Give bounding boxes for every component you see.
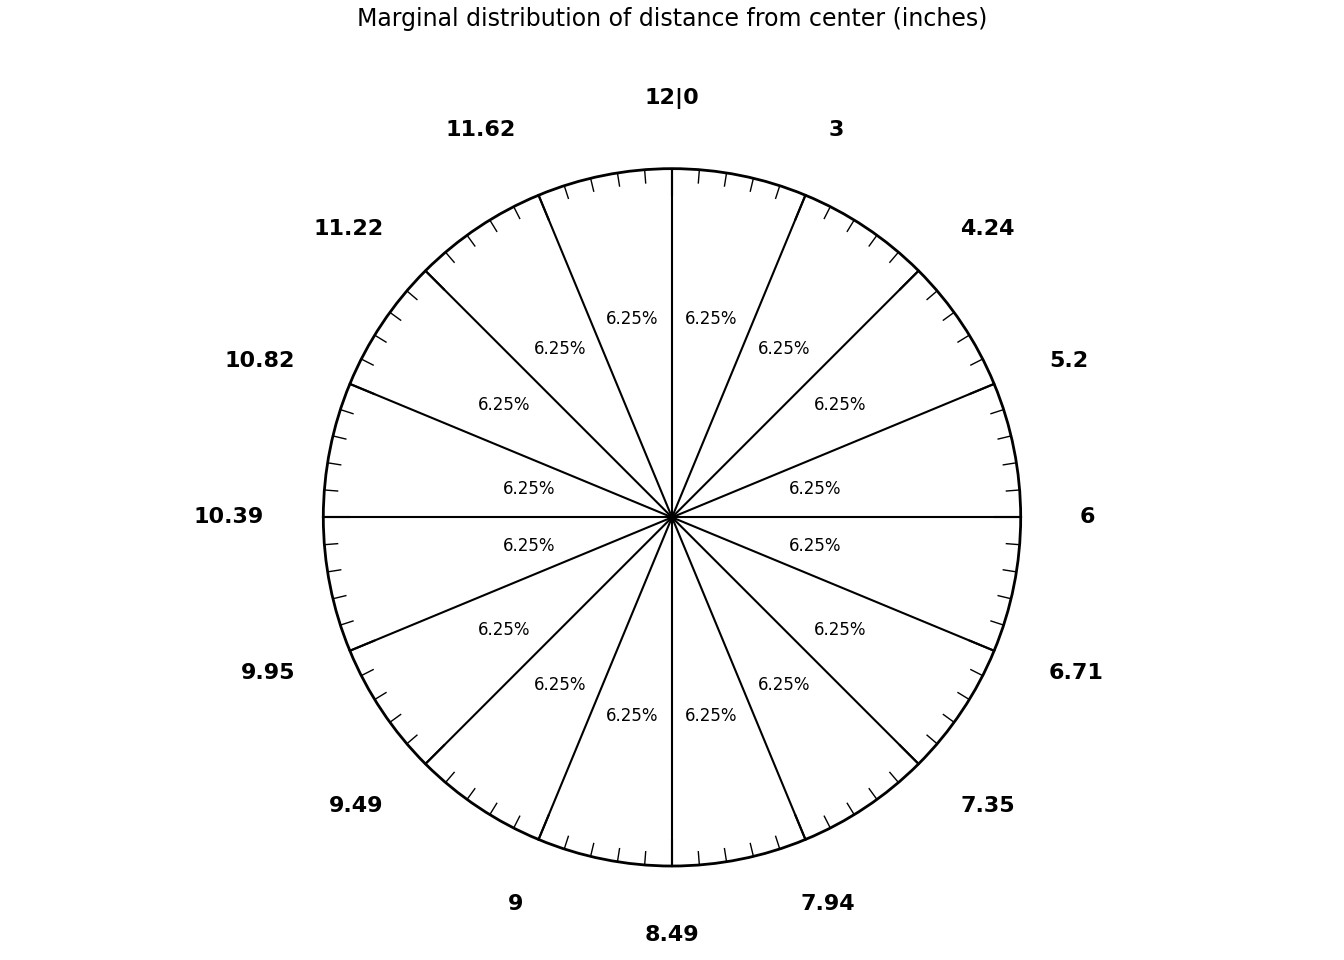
Text: 6.25%: 6.25% <box>534 677 586 694</box>
Text: 6.71: 6.71 <box>1048 663 1103 684</box>
Text: 6.25%: 6.25% <box>758 677 810 694</box>
Text: 6.25%: 6.25% <box>814 396 867 414</box>
Text: 8.49: 8.49 <box>645 925 699 946</box>
Text: 6.25%: 6.25% <box>477 396 530 414</box>
Text: 10.39: 10.39 <box>194 507 263 527</box>
Text: 10.82: 10.82 <box>224 351 296 372</box>
Text: 3: 3 <box>828 120 844 140</box>
Text: 4.24: 4.24 <box>961 219 1015 239</box>
Text: 7.35: 7.35 <box>961 796 1015 816</box>
Text: 6.25%: 6.25% <box>814 621 867 638</box>
Text: 5.2: 5.2 <box>1048 351 1089 372</box>
Text: 6.25%: 6.25% <box>534 340 586 358</box>
Text: 7.94: 7.94 <box>801 895 855 914</box>
Text: 11.62: 11.62 <box>446 120 516 140</box>
Title: Marginal distribution of distance from center (inches): Marginal distribution of distance from c… <box>356 7 988 31</box>
Text: 9: 9 <box>508 895 524 914</box>
Text: 11.22: 11.22 <box>313 219 383 239</box>
Text: 6.25%: 6.25% <box>606 310 659 328</box>
Text: 6.25%: 6.25% <box>789 537 841 555</box>
Text: 6.25%: 6.25% <box>685 707 738 725</box>
Text: 6.25%: 6.25% <box>477 621 530 638</box>
Text: 6.25%: 6.25% <box>503 480 555 498</box>
Text: 6.25%: 6.25% <box>606 707 659 725</box>
Text: 6.25%: 6.25% <box>685 310 738 328</box>
Text: 12|0: 12|0 <box>645 88 699 109</box>
Text: 6: 6 <box>1081 507 1095 527</box>
Text: 9.95: 9.95 <box>241 663 296 684</box>
Text: 6.25%: 6.25% <box>758 340 810 358</box>
Text: 6.25%: 6.25% <box>789 480 841 498</box>
Text: 9.49: 9.49 <box>329 796 383 816</box>
Text: 6.25%: 6.25% <box>503 537 555 555</box>
